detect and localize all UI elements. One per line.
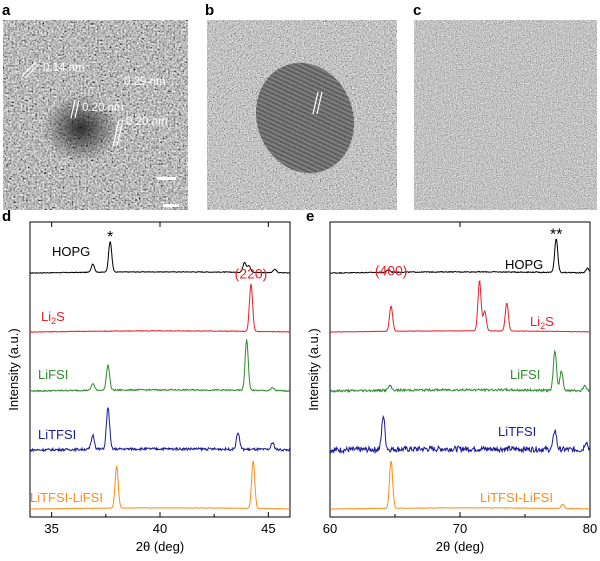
series-label: HOPG — [52, 244, 90, 259]
x-tick-label: 80 — [583, 521, 597, 536]
scale-bar-c — [157, 177, 173, 180]
series-line-lifsi — [29, 339, 291, 393]
x-tick-label: 35 — [44, 521, 58, 536]
tem-image-c — [414, 20, 597, 210]
series-label: HOPG — [505, 257, 543, 272]
series-label: Li2S — [41, 309, 65, 326]
series-label: LiTFSI-LiFSI — [480, 490, 553, 505]
series-line-hopg — [329, 238, 591, 274]
series-label: LiTFSI — [498, 424, 536, 439]
tem-texture-b — [207, 20, 397, 210]
series-label: LiFSI — [38, 367, 68, 382]
lattice-spacing-label-c1: 0.14 nm — [43, 62, 85, 74]
panel-letter-d: d — [2, 208, 12, 225]
panel-letter-a: a — [2, 2, 11, 19]
x-tick-label: 70 — [453, 521, 467, 536]
peak-annotation: ** — [550, 226, 562, 243]
peak-annotation: * — [107, 229, 113, 246]
panel-letter-e: e — [306, 208, 315, 225]
xrd-chart-e: 60 70 80 2θ (deg) Intensity (a.u.) HOPG ** Li2S… — [306, 221, 597, 554]
series-label: LiTFSI-LiFSI — [30, 490, 103, 505]
series-line-litfsi-lifsi — [29, 460, 291, 510]
lattice-spacing-label-c2: 0.20 nm — [82, 102, 124, 114]
lattice-marker-c1 — [20, 60, 42, 85]
x-tick-label: 45 — [261, 521, 275, 536]
x-tick-label: 40 — [153, 521, 167, 536]
series-line-li2s — [29, 283, 291, 333]
series-label: LiTFSI — [38, 427, 76, 442]
series-label: Li2S — [530, 314, 554, 331]
tem-image-b — [207, 20, 397, 210]
series-line-litfsi-lifsi — [330, 460, 591, 510]
x-tick-label: 60 — [323, 521, 337, 536]
panel-letter-c: c — [413, 2, 422, 19]
lattice-marker-c2 — [68, 98, 82, 125]
series-line-li2s — [329, 280, 591, 333]
tem-texture-c — [414, 20, 597, 210]
y-axis-label: Intensity (a.u.) — [306, 328, 321, 410]
lattice-marker-b — [310, 90, 324, 121]
plot-frame — [329, 221, 591, 518]
lattice-spacing-label-a: 0.20 nm — [126, 116, 168, 128]
series-label: LiFSI — [510, 367, 540, 382]
scale-bar-a — [163, 204, 179, 207]
lattice-marker-a — [111, 118, 125, 148]
panel-letter-b: b — [205, 2, 215, 19]
lattice-spacing-label-b: 0.29 nm — [124, 76, 166, 88]
series-line-hopg — [30, 241, 291, 274]
tem-image-a: 0.20 nm — [3, 20, 188, 210]
tem-texture-a — [3, 20, 188, 210]
series-line-litfsi — [329, 414, 591, 455]
series-line-lifsi — [329, 349, 591, 394]
x-axis-label: 2θ (deg) — [136, 539, 184, 554]
series-line-litfsi — [29, 406, 291, 453]
peak-annotation: (400) — [375, 263, 408, 279]
peak-annotation: (220) — [235, 265, 268, 281]
y-axis-label: Intensity (a.u.) — [6, 328, 21, 410]
xrd-chart-d: 35 40 45 2θ (deg) Intensity (a.u.) HOPG * Li2S (… — [6, 221, 291, 554]
x-axis-label: 2θ (deg) — [436, 539, 484, 554]
